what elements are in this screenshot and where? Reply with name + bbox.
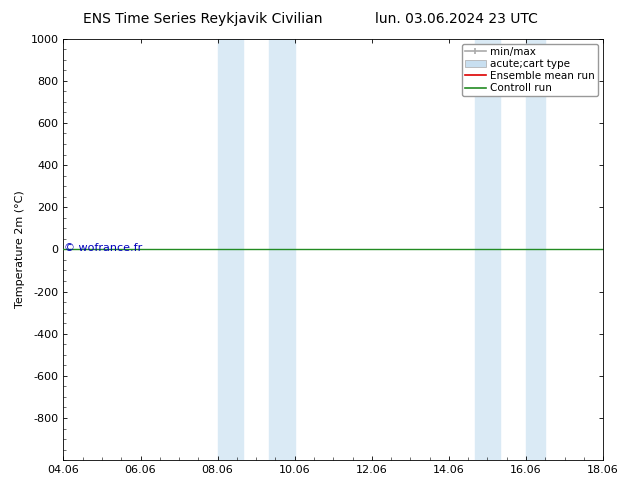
Text: lun. 03.06.2024 23 UTC: lun. 03.06.2024 23 UTC: [375, 12, 538, 26]
Bar: [526, 39, 545, 460]
Bar: [217, 39, 243, 460]
Text: ENS Time Series Reykjavik Civilian: ENS Time Series Reykjavik Civilian: [83, 12, 323, 26]
Legend: min/max, acute;cart type, Ensemble mean run, Controll run: min/max, acute;cart type, Ensemble mean …: [462, 44, 598, 97]
Bar: [269, 39, 295, 460]
Bar: [475, 39, 500, 460]
Text: © wofrance.fr: © wofrance.fr: [64, 243, 142, 253]
Y-axis label: Temperature 2m (°C): Temperature 2m (°C): [15, 191, 25, 308]
